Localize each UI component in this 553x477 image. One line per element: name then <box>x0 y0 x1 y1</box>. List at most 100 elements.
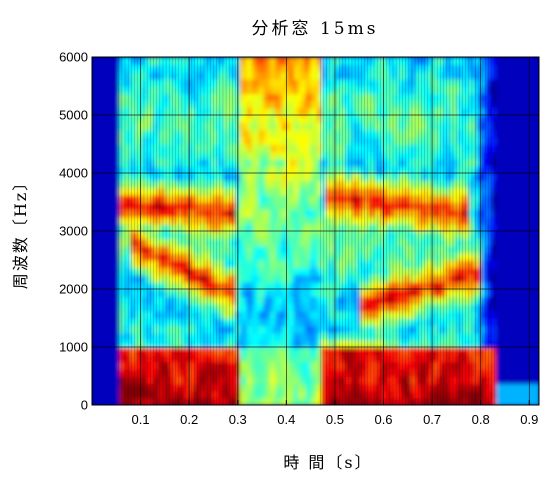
spectrogram-cell <box>332 296 338 305</box>
spectrogram-cell <box>449 252 455 261</box>
spectrogram-cell <box>383 361 389 370</box>
spectrogram-cell <box>352 245 358 254</box>
spectrogram-cell <box>480 245 486 254</box>
spectrogram-cell <box>383 376 389 385</box>
spectrogram-cell <box>332 318 338 327</box>
spectrogram-cell <box>375 390 381 399</box>
spectrogram-cell <box>154 107 159 116</box>
spectrogram-cell <box>340 71 346 80</box>
spectrogram-cell <box>185 289 190 298</box>
spectrogram-cell <box>430 318 435 327</box>
spectrogram-cell <box>352 267 358 276</box>
spectrogram-cell <box>220 202 225 211</box>
spectrogram-cell <box>142 289 148 298</box>
spectrogram-cell <box>103 274 109 283</box>
spectrogram-cell <box>406 57 412 66</box>
spectrogram-cell <box>410 383 416 392</box>
spectrogram-cell <box>173 107 179 116</box>
spectrogram-cell <box>111 71 117 80</box>
spectrogram-cell <box>158 122 163 131</box>
spectrogram-cell <box>360 354 365 363</box>
spectrogram-cell <box>92 86 97 95</box>
spectrogram-cell <box>259 354 264 363</box>
spectrogram-cell <box>441 216 447 225</box>
spectrogram-cell <box>235 361 241 370</box>
spectrogram-cell <box>414 397 420 405</box>
spectrogram-cell <box>476 376 482 385</box>
spectrogram-cell <box>282 245 288 254</box>
spectrogram-cell <box>332 78 338 87</box>
spectrogram-cell <box>278 216 284 225</box>
spectrogram-cell <box>150 252 155 261</box>
spectrogram-cell <box>399 231 404 240</box>
spectrogram-cell <box>111 86 117 95</box>
spectrogram-cell <box>278 231 284 240</box>
spectrogram-cell <box>387 144 393 153</box>
spectrogram-cell <box>332 238 338 247</box>
spectrogram-cell <box>465 129 470 138</box>
spectrogram-cell <box>434 332 439 341</box>
spectrogram-cell <box>243 383 249 392</box>
spectrogram-cell <box>99 122 105 131</box>
spectrogram-cell <box>406 245 412 254</box>
spectrogram-cell <box>92 238 97 247</box>
spectrogram-cell <box>430 238 435 247</box>
spectrogram-cell <box>165 354 171 363</box>
spectrogram-cell <box>216 122 222 131</box>
spectrogram-cell <box>367 115 373 124</box>
spectrogram-cell <box>434 325 439 334</box>
spectrogram-cell <box>332 158 338 167</box>
spectrogram-cell <box>449 332 455 341</box>
spectrogram-cell <box>329 122 334 131</box>
spectrogram-cell <box>325 303 330 312</box>
spectrogram-cell <box>387 216 393 225</box>
chart-title: 分析窓 15ms <box>252 19 379 39</box>
spectrogram-cell <box>309 376 315 385</box>
spectrogram-cell <box>111 397 117 405</box>
spectrogram-cell <box>469 129 474 138</box>
spectrogram-cell <box>255 86 260 95</box>
spectrogram-cell <box>453 71 459 80</box>
spectrogram-cell <box>274 158 280 167</box>
spectrogram-cell <box>99 187 105 196</box>
spectrogram-cell <box>196 216 202 225</box>
spectrogram-cell <box>336 151 342 160</box>
spectrogram-cell <box>465 252 470 261</box>
spectrogram-cell <box>278 57 284 66</box>
spectrogram-cell <box>200 231 206 240</box>
spectrogram-cell <box>173 187 179 196</box>
spectrogram-cell <box>465 347 470 356</box>
spectrogram-cell <box>371 223 377 232</box>
spectrogram-cell <box>134 303 140 312</box>
spectrogram-cell <box>228 223 233 232</box>
spectrogram-cell <box>321 216 327 225</box>
spectrogram-cell <box>263 209 268 218</box>
spectrogram-cell <box>119 296 124 305</box>
spectrogram-cell <box>321 57 327 66</box>
spectrogram-cell <box>204 383 210 392</box>
spectrogram-cell <box>437 107 443 116</box>
spectrogram-cell <box>449 64 455 73</box>
spectrogram-cell <box>305 238 311 247</box>
spectrogram-cell <box>375 100 381 109</box>
spectrogram-cell <box>406 115 412 124</box>
spectrogram-cell <box>325 107 330 116</box>
spectrogram-cell <box>274 173 280 182</box>
spectrogram-cell <box>95 238 101 247</box>
spectrogram-cell <box>340 361 346 370</box>
spectrogram-cell <box>461 267 466 276</box>
spectrogram-cell <box>298 57 303 66</box>
spectrogram-cell <box>336 158 342 167</box>
spectrogram-cell <box>461 252 466 261</box>
spectrogram-cell <box>196 86 202 95</box>
spectrogram-cell <box>220 151 225 160</box>
spectrogram-cell <box>126 354 132 363</box>
spectrogram-cell <box>321 122 327 131</box>
spectrogram-cell <box>465 86 470 95</box>
spectrogram-cell <box>410 71 416 80</box>
spectrogram-cell <box>169 274 175 283</box>
spectrogram-cell <box>469 57 474 66</box>
spectrogram-cell <box>360 238 365 247</box>
spectrogram-cell <box>294 281 299 290</box>
spectrogram-cell <box>111 354 117 363</box>
